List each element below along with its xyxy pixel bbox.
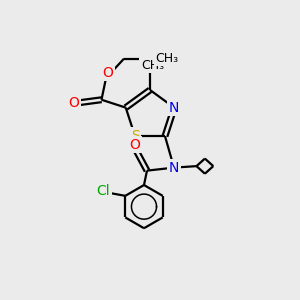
Text: O: O [130, 137, 140, 152]
Text: Cl: Cl [97, 184, 110, 198]
Text: N: N [169, 100, 179, 115]
Text: N: N [169, 160, 179, 175]
Text: S: S [130, 129, 140, 143]
Text: CH₃: CH₃ [141, 58, 164, 72]
Text: O: O [102, 66, 113, 80]
Text: CH₃: CH₃ [155, 52, 178, 64]
Text: O: O [68, 96, 79, 110]
